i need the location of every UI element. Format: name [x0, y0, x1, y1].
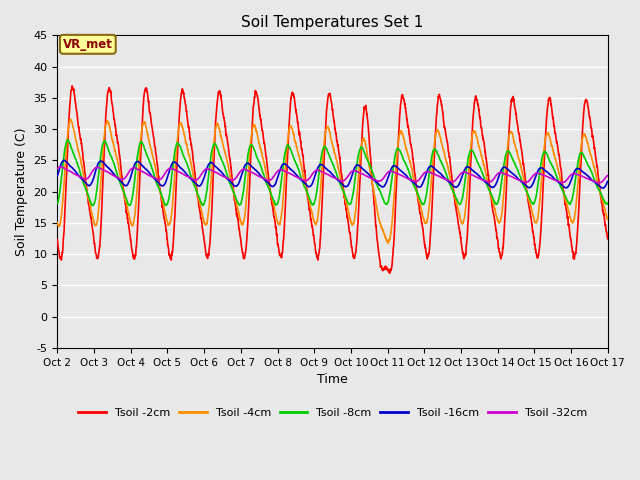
Title: Soil Temperatures Set 1: Soil Temperatures Set 1: [241, 15, 424, 30]
Y-axis label: Soil Temperature (C): Soil Temperature (C): [15, 127, 28, 256]
X-axis label: Time: Time: [317, 373, 348, 386]
Text: VR_met: VR_met: [63, 38, 113, 51]
Legend: Tsoil -2cm, Tsoil -4cm, Tsoil -8cm, Tsoil -16cm, Tsoil -32cm: Tsoil -2cm, Tsoil -4cm, Tsoil -8cm, Tsoi…: [74, 403, 591, 422]
